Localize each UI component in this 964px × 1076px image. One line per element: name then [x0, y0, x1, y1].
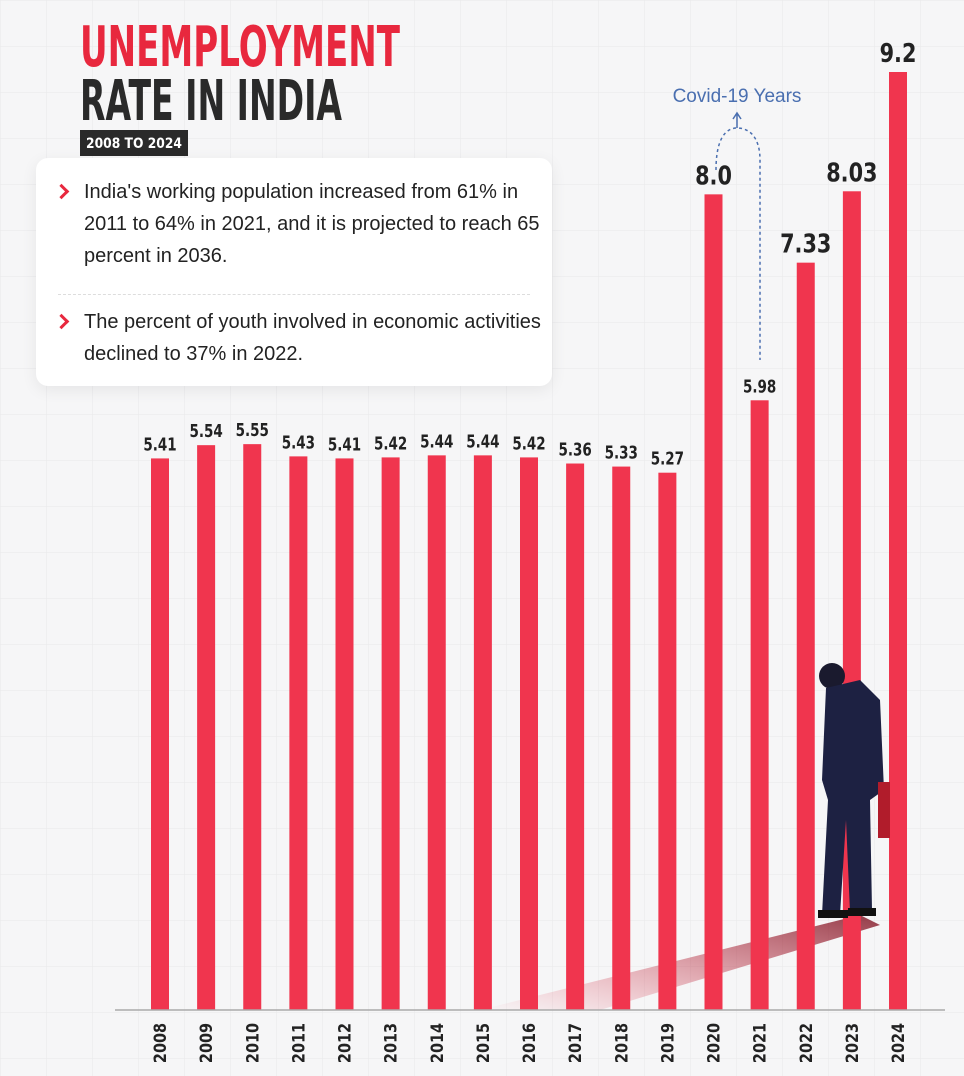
- x-tick-label: 2011: [288, 1023, 308, 1063]
- x-tick-label: 2024: [888, 1023, 908, 1063]
- note: The percent of youth involved in economi…: [84, 306, 544, 370]
- x-tick-label: 2022: [796, 1023, 816, 1063]
- x-tick-label: 2021: [749, 1023, 769, 1063]
- bar: [566, 463, 585, 1010]
- bar: [704, 194, 723, 1010]
- x-tick-label: 2010: [242, 1023, 262, 1063]
- bar: [243, 444, 262, 1010]
- x-tick-label: 2009: [196, 1023, 216, 1063]
- title-line: UNEMPLOYMENT: [80, 15, 400, 80]
- value-label: 5.36: [558, 439, 591, 460]
- subtitle: 2008 TO 2024: [86, 136, 182, 152]
- x-tick-label: 2008: [150, 1023, 170, 1063]
- value-label: 8.0: [695, 160, 732, 191]
- annotation: Covid-19 Years: [673, 86, 802, 107]
- x-tick-label: 2015: [473, 1023, 493, 1063]
- bar: [151, 458, 169, 1010]
- bar: [889, 72, 907, 1010]
- x-tick-label: 2019: [657, 1023, 677, 1063]
- value-label: 5.41: [143, 433, 176, 454]
- value-label: 5.98: [743, 375, 776, 396]
- title-line: RATE IN INDIA: [80, 69, 342, 134]
- value-label: 5.33: [605, 442, 638, 463]
- bar: [796, 262, 815, 1010]
- note: India's working population increased fro…: [84, 176, 544, 272]
- subtitle-badge: [80, 130, 188, 156]
- bar: [427, 455, 446, 1010]
- x-tick-label: 2018: [611, 1023, 631, 1063]
- x-tick-label: 2014: [427, 1023, 447, 1063]
- bar: [750, 400, 769, 1010]
- bar: [197, 445, 216, 1010]
- x-tick-label: 2020: [703, 1023, 723, 1063]
- x-tick-label: 2023: [842, 1023, 862, 1063]
- value-label: 5.42: [512, 432, 545, 453]
- bar: [520, 457, 538, 1011]
- value-label: 5.44: [466, 430, 499, 451]
- value-label: 5.27: [651, 448, 684, 469]
- value-label: 8.03: [826, 157, 877, 188]
- separator: [58, 294, 530, 295]
- covid-arrow: [732, 111, 742, 128]
- bar: [335, 458, 354, 1010]
- covid-bracket: [715, 127, 761, 360]
- bar: [289, 456, 308, 1010]
- value-label: 5.43: [282, 431, 315, 452]
- bar: [612, 466, 631, 1010]
- value-label: 5.55: [236, 419, 269, 440]
- x-tick-label: 2013: [380, 1023, 400, 1063]
- bar: [658, 472, 677, 1011]
- bar: [381, 457, 400, 1011]
- bars: 5.41 5.54 5.55 5.43 5.41 5.42 5.44 5.44 5.42 5.36…: [143, 38, 917, 1011]
- x-tick-label: 2017: [565, 1023, 585, 1063]
- x-tick-label: 2016: [519, 1023, 539, 1063]
- value-label: 5.44: [420, 430, 453, 451]
- x-tick-label: 2012: [334, 1023, 354, 1063]
- value-label: 7.33: [780, 228, 831, 259]
- person: [818, 663, 890, 918]
- value-label: 5.42: [374, 432, 407, 453]
- bar: [473, 455, 492, 1010]
- notes-card: India's working population increased fro…: [36, 158, 552, 386]
- value-label: 5.41: [328, 433, 361, 454]
- value-label: 5.54: [189, 420, 222, 441]
- value-label: 9.2: [880, 38, 917, 69]
